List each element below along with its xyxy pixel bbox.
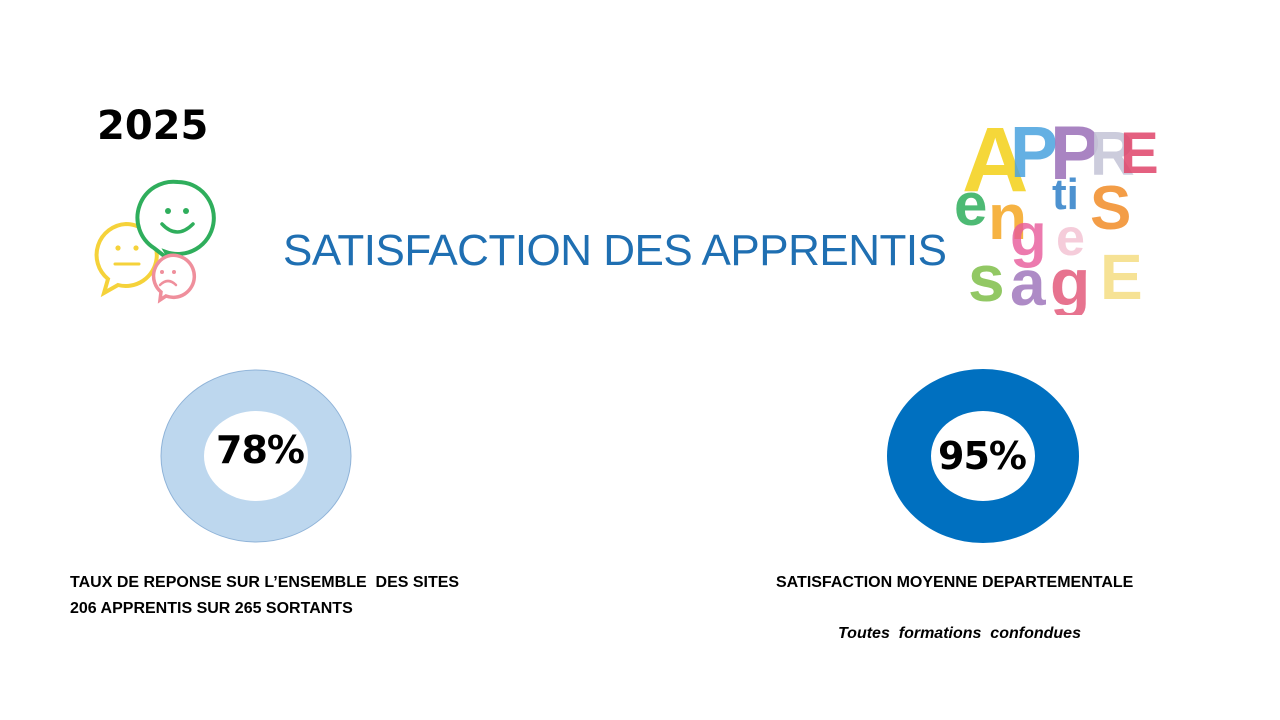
svg-text:R: R	[1090, 120, 1135, 189]
svg-text:e: e	[954, 171, 987, 238]
smiley-bubbles-illustration	[94, 179, 216, 304]
svg-text:s: s	[968, 241, 1005, 315]
page-title: SATISFACTION DES APPRENTIS	[283, 226, 947, 275]
satisfaction-note: Toutes formations confondues	[838, 625, 1081, 642]
response-rate-caption-line-1: TAUX DE REPONSE SUR L’ENSEMBLE DES SITES	[70, 574, 460, 591]
svg-text:ti: ti	[1052, 170, 1079, 219]
svg-text:S: S	[1090, 174, 1131, 243]
svg-text:E: E	[1100, 241, 1143, 313]
svg-text:P: P	[1050, 111, 1101, 196]
response-rate-caption-line-2: 206 APPRENTIS SUR 265 SORTANTS	[70, 600, 353, 617]
response-rate-donut	[160, 369, 352, 543]
svg-text:e: e	[1056, 209, 1085, 267]
svg-text:A: A	[962, 109, 1028, 211]
svg-text:g: g	[1010, 201, 1047, 268]
response-rate-value: 78%	[216, 428, 305, 472]
apprentissage-logo: A P P R E e n ti S g e s a g E	[954, 109, 1159, 315]
svg-text:a: a	[1010, 247, 1046, 315]
satisfaction-caption: SATISFACTION MOYENNE DEPARTEMENTALE	[776, 574, 1134, 591]
svg-text:g: g	[1050, 245, 1090, 315]
smiley-happy-icon	[135, 179, 216, 264]
smiley-sad-icon	[151, 253, 197, 304]
svg-text:E: E	[1120, 121, 1159, 186]
year-heading: 2025	[97, 103, 209, 149]
satisfaction-donut	[887, 369, 1079, 543]
svg-text:n: n	[988, 181, 1027, 253]
satisfaction-value: 95%	[938, 434, 1027, 478]
svg-text:P: P	[1010, 113, 1058, 193]
